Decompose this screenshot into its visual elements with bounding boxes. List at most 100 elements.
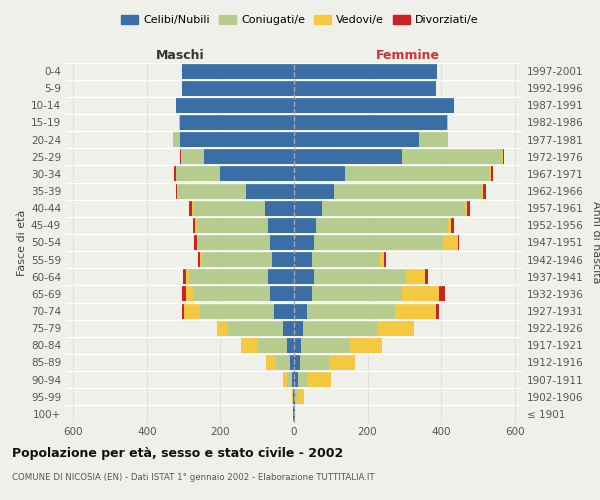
- Bar: [182, 149, 204, 164]
- Bar: [294, 115, 446, 130]
- Bar: [316, 218, 448, 233]
- Bar: [294, 132, 419, 147]
- Bar: [294, 286, 313, 302]
- Bar: [395, 304, 436, 318]
- Bar: [502, 149, 503, 164]
- Bar: [217, 320, 228, 336]
- Bar: [458, 235, 460, 250]
- Bar: [178, 184, 246, 198]
- Bar: [181, 149, 182, 164]
- Bar: [180, 132, 294, 147]
- Bar: [294, 338, 301, 353]
- Bar: [179, 115, 180, 130]
- Bar: [294, 269, 314, 284]
- Bar: [446, 115, 448, 130]
- Bar: [294, 252, 313, 267]
- Bar: [484, 184, 487, 198]
- Bar: [182, 269, 185, 284]
- Bar: [197, 218, 268, 233]
- Bar: [180, 115, 294, 130]
- Bar: [182, 64, 294, 78]
- Bar: [185, 269, 189, 284]
- Bar: [246, 184, 294, 198]
- Bar: [451, 218, 454, 233]
- Bar: [268, 269, 294, 284]
- Bar: [294, 184, 334, 198]
- Bar: [448, 218, 451, 233]
- Bar: [176, 184, 178, 198]
- Bar: [293, 406, 294, 422]
- Bar: [294, 372, 298, 387]
- Bar: [294, 355, 299, 370]
- Y-axis label: Anni di nascita: Anni di nascita: [590, 201, 600, 284]
- Bar: [307, 304, 395, 318]
- Bar: [257, 338, 287, 353]
- Bar: [294, 389, 295, 404]
- Bar: [204, 149, 294, 164]
- Bar: [182, 80, 294, 96]
- Bar: [293, 389, 294, 404]
- Bar: [220, 166, 294, 182]
- Bar: [193, 286, 270, 302]
- Bar: [274, 304, 294, 318]
- Bar: [301, 338, 349, 353]
- Text: Femmine: Femmine: [376, 48, 440, 62]
- Bar: [175, 166, 176, 182]
- Bar: [199, 252, 200, 267]
- Bar: [173, 132, 180, 147]
- Bar: [199, 235, 270, 250]
- Bar: [283, 372, 287, 387]
- Bar: [292, 372, 294, 387]
- Bar: [290, 355, 294, 370]
- Bar: [379, 252, 384, 267]
- Bar: [307, 372, 331, 387]
- Bar: [491, 166, 493, 182]
- Bar: [294, 218, 316, 233]
- Bar: [299, 355, 329, 370]
- Bar: [272, 252, 294, 267]
- Bar: [297, 389, 304, 404]
- Bar: [346, 166, 489, 182]
- Bar: [314, 235, 443, 250]
- Bar: [292, 389, 293, 404]
- Bar: [467, 200, 470, 216]
- Bar: [489, 166, 491, 182]
- Bar: [193, 218, 196, 233]
- Bar: [439, 286, 445, 302]
- Bar: [384, 252, 386, 267]
- Bar: [200, 252, 202, 267]
- Bar: [313, 252, 379, 267]
- Bar: [265, 200, 294, 216]
- Bar: [202, 252, 272, 267]
- Bar: [329, 355, 355, 370]
- Bar: [194, 235, 197, 250]
- Bar: [294, 80, 436, 96]
- Bar: [419, 132, 448, 147]
- Bar: [197, 235, 199, 250]
- Y-axis label: Fasce di età: Fasce di età: [17, 210, 27, 276]
- Legend: Celibi/Nubili, Coniugati/e, Vedovi/e, Divorziati/e: Celibi/Nubili, Coniugati/e, Vedovi/e, Di…: [117, 10, 483, 30]
- Bar: [403, 149, 502, 164]
- Bar: [176, 98, 294, 113]
- Bar: [196, 218, 197, 233]
- Bar: [184, 304, 200, 318]
- Bar: [294, 64, 437, 78]
- Bar: [185, 286, 193, 302]
- Bar: [314, 269, 406, 284]
- Bar: [294, 98, 454, 113]
- Text: Popolazione per età, sesso e stato civile - 2002: Popolazione per età, sesso e stato civil…: [12, 448, 343, 460]
- Bar: [295, 389, 297, 404]
- Bar: [294, 320, 303, 336]
- Bar: [294, 149, 403, 164]
- Bar: [482, 184, 484, 198]
- Bar: [176, 166, 220, 182]
- Bar: [241, 338, 257, 353]
- Bar: [189, 200, 192, 216]
- Bar: [189, 269, 268, 284]
- Bar: [228, 320, 283, 336]
- Bar: [287, 338, 294, 353]
- Bar: [443, 235, 458, 250]
- Bar: [403, 286, 439, 302]
- Text: COMUNE DI NICOSIA (EN) - Dati ISTAT 1° gennaio 2002 - Elaborazione TUTTITALIA.IT: COMUNE DI NICOSIA (EN) - Dati ISTAT 1° g…: [12, 472, 374, 482]
- Bar: [294, 406, 295, 422]
